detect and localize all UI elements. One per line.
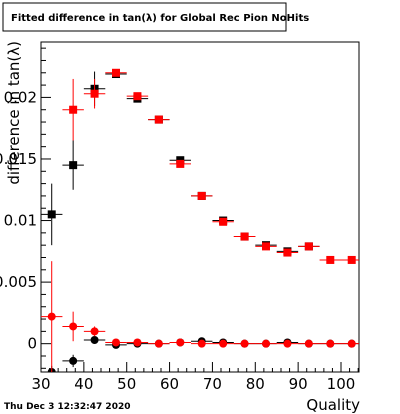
x-tick-label: 40 [74, 375, 93, 393]
square-marker [240, 232, 249, 241]
square-marker [133, 92, 142, 101]
square-marker [69, 105, 78, 114]
tick-labels: 30 40 50 60 70 80 90 100 0 0.005 0.01 0.015 0.02 [0, 88, 355, 393]
square-marker [197, 191, 206, 200]
square-marker [347, 255, 356, 264]
y-axis-label: difference in tan(λ) [5, 41, 23, 185]
square-marker [262, 242, 270, 251]
series-4 [41, 261, 359, 372]
circle-marker [112, 338, 120, 347]
y-tick-label: 0.02 [4, 88, 37, 106]
square-marker [69, 161, 78, 170]
square-marker [283, 248, 292, 257]
circle-marker [283, 339, 292, 348]
square-marker [219, 217, 228, 226]
circle-marker [90, 327, 99, 336]
x-tick-label: 100 [327, 375, 356, 393]
circle-marker [347, 339, 356, 348]
title-box [2, 2, 287, 32]
x-tick-label: 90 [289, 375, 308, 393]
circle-marker [197, 339, 206, 348]
x-tick-label: 70 [203, 375, 222, 393]
y-tick-label: 0 [27, 335, 37, 353]
square-marker [154, 115, 163, 124]
circle-marker [154, 339, 163, 348]
square-marker [326, 255, 335, 264]
square-marker [112, 68, 120, 77]
circle-marker [240, 339, 249, 348]
x-tick-label: 80 [246, 375, 265, 393]
circle-marker [262, 339, 270, 348]
y-tick-label: 0.01 [4, 212, 37, 230]
circle-marker [47, 312, 56, 321]
circle-marker [133, 338, 142, 347]
y-tick-label: 0.015 [0, 150, 37, 168]
circle-marker [69, 322, 78, 331]
marks-layer [41, 68, 359, 372]
circle-marker [326, 339, 335, 348]
data-marks [41, 68, 359, 372]
square-marker [90, 89, 99, 98]
x-axis-label: Quality [306, 396, 360, 414]
circle-marker [176, 338, 185, 347]
x-tick-label: 30 [31, 375, 50, 393]
x-tick-label: 60 [160, 375, 179, 393]
circle-marker [90, 335, 99, 344]
x-tick-label: 50 [117, 375, 136, 393]
plot-frame [40, 41, 360, 373]
timestamp: Thu Dec 3 12:32:47 2020 [4, 402, 130, 412]
chart-title: Fitted difference in tan(λ) for Global R… [11, 13, 309, 24]
square-marker [304, 242, 313, 251]
circle-marker [304, 339, 313, 348]
y-tick-label: 0.005 [0, 273, 37, 291]
square-marker [47, 210, 56, 219]
circle-marker [219, 339, 228, 348]
series-2 [62, 68, 359, 264]
square-marker [176, 159, 185, 168]
axis-ticks [40, 47, 359, 372]
circle-marker [69, 356, 78, 365]
